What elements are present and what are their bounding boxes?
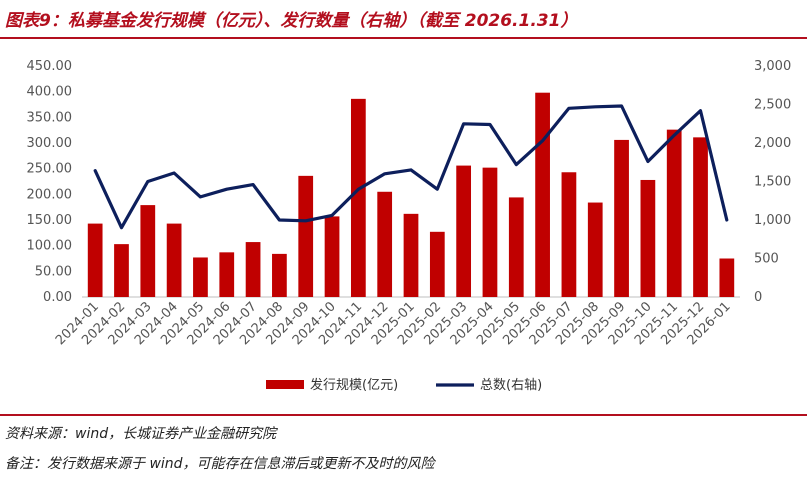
bar <box>272 253 287 297</box>
figure-title: 图表9：私募基金发行规模（亿元）、发行数量（右轴）（截至 2026.1.31） <box>5 11 578 31</box>
y-right-tick-label: 1,500 <box>754 175 791 190</box>
bar <box>298 175 314 297</box>
bar <box>350 98 366 297</box>
bar <box>114 244 129 297</box>
bar <box>456 165 472 297</box>
bar <box>508 197 524 297</box>
total-count-line <box>93 104 729 230</box>
bar <box>587 202 603 297</box>
chart: 0.00 50.00 100.00 150.00 200.00 250.00 300.00 3… <box>27 59 792 393</box>
bar <box>482 167 498 297</box>
y-left-tick-label: 150.00 <box>27 213 73 228</box>
bar <box>429 231 445 297</box>
y-right-tick-label: 3,000 <box>754 59 791 74</box>
y-left-tick-label: 0.00 <box>43 290 72 305</box>
y-left-tick-label: 450.00 <box>27 59 73 74</box>
bar <box>614 139 629 297</box>
bar <box>561 172 577 297</box>
title-divider <box>0 37 807 39</box>
y-left-tick-label: 350.00 <box>27 110 73 125</box>
bar <box>666 129 682 297</box>
y-left-tick-label: 100.00 <box>27 239 73 254</box>
y-right-tick-label: 2,500 <box>754 98 791 113</box>
y-left-tick-label: 50.00 <box>35 264 72 279</box>
bar <box>693 137 708 297</box>
bar <box>377 191 393 297</box>
legend-bar-label: 发行规模(亿元) <box>310 377 398 393</box>
y-left-tick-label: 250.00 <box>27 162 73 177</box>
bar <box>403 213 419 297</box>
footer-divider <box>0 414 807 416</box>
y-right-tick-label: 1,000 <box>754 213 791 228</box>
bar <box>245 242 261 297</box>
bar <box>219 252 235 297</box>
bar <box>535 92 550 298</box>
y-left-tick-label: 300.00 <box>27 136 73 151</box>
bar <box>719 258 735 297</box>
source-note: 资料来源：wind，长城证券产业金融研究院 <box>5 426 277 442</box>
bar <box>140 205 156 297</box>
legend-bar-swatch <box>266 380 304 389</box>
bar <box>324 216 340 297</box>
bar <box>87 223 103 297</box>
y-left-tick-label: 400.00 <box>27 85 73 100</box>
bar <box>166 223 182 297</box>
bar <box>640 179 656 297</box>
legend-line-label: 总数(右轴) <box>480 378 542 393</box>
y-right-tick-label: 0 <box>754 290 762 305</box>
remark-note: 备注：发行数据来源于 wind，可能存在信息滞后或更新不及时的风险 <box>5 456 435 472</box>
y-left-tick-label: 200.00 <box>27 187 73 202</box>
bar <box>193 257 208 297</box>
y-right-tick-label: 500 <box>754 252 779 267</box>
y-right-tick-label: 2,000 <box>754 136 791 151</box>
